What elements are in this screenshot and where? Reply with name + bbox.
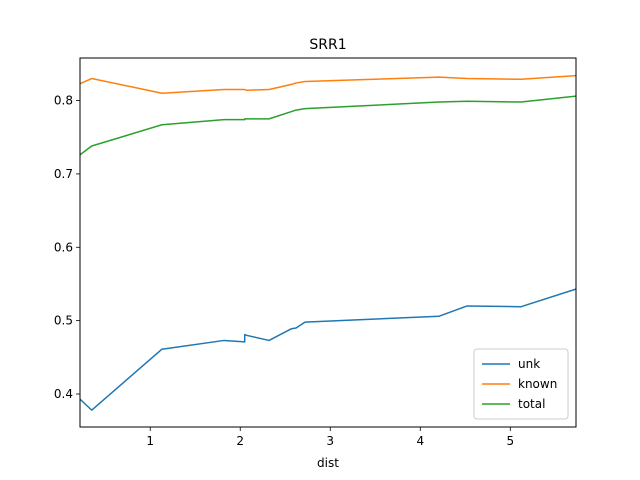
x-tick-label: 1: [146, 434, 154, 448]
legend-label-total: total: [518, 397, 545, 411]
x-tick-label: 2: [236, 434, 244, 448]
legend-label-unk: unk: [518, 357, 540, 371]
y-tick-label: 0.7: [54, 167, 73, 181]
y-tick-label: 0.5: [54, 314, 73, 328]
y-tick-label: 0.8: [54, 94, 73, 108]
y-axis: 0.4 0.5 0.6 0.7 0.8: [54, 94, 80, 401]
x-axis: 1 2 3 4 5: [146, 427, 514, 448]
chart-title: SRR1: [309, 37, 346, 53]
legend: unk known total: [473, 348, 569, 420]
legend-label-known: known: [518, 377, 557, 391]
series-line-known: [80, 74, 576, 94]
x-axis-title: dist: [317, 456, 339, 470]
plot-frame: [79, 57, 577, 428]
series-line-total: [80, 95, 576, 156]
y-tick-label: 0.6: [54, 240, 73, 254]
y-tick-label: 0.4: [54, 387, 73, 401]
x-tick-label: 3: [326, 434, 334, 448]
legend-box: [473, 348, 569, 420]
x-tick-label: 5: [506, 434, 514, 448]
x-tick-label: 4: [416, 434, 424, 448]
series-layer: [80, 74, 576, 411]
series-line-unk: [80, 288, 576, 411]
